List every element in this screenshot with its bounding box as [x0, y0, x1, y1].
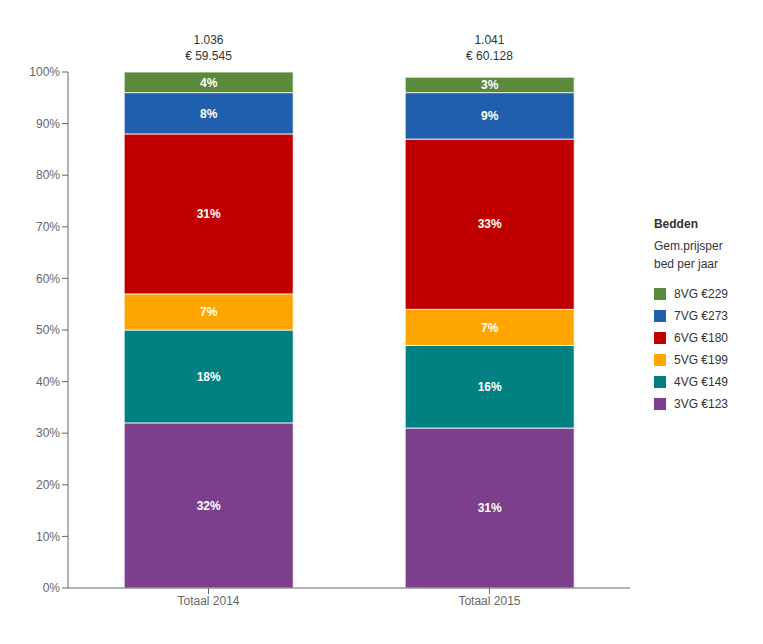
svg-text:Totaal 2015: Totaal 2015 [458, 594, 520, 608]
svg-text:18%: 18% [197, 370, 221, 384]
svg-text:40%: 40% [36, 375, 60, 389]
html-text:8VG €229: 8VG €229 [674, 287, 728, 301]
svg-text:0%: 0% [43, 581, 61, 595]
svg-text:1.041: 1.041 [474, 33, 504, 47]
svg-text:3%: 3% [481, 78, 499, 92]
svg-text:100%: 100% [29, 65, 60, 79]
svg-text:60%: 60% [36, 272, 60, 286]
html-text:5VG €199: 5VG €199 [674, 353, 728, 367]
svg-text:7%: 7% [200, 305, 218, 319]
html-text:7VG €273: 7VG €273 [674, 309, 728, 323]
svg-text:90%: 90% [36, 117, 60, 131]
svg-text:4%: 4% [200, 76, 218, 90]
svg-text:20%: 20% [36, 478, 60, 492]
svg-text:Totaal 2014: Totaal 2014 [177, 594, 239, 608]
svg-text:€ 59.545: € 59.545 [185, 49, 232, 63]
svg-text:8%: 8% [200, 107, 218, 121]
svg-text:80%: 80% [36, 168, 60, 182]
svg-text:70%: 70% [36, 220, 60, 234]
svg-text:30%: 30% [36, 426, 60, 440]
svg-text:10%: 10% [36, 530, 60, 544]
svg-text:32%: 32% [197, 499, 221, 513]
svg-text:50%: 50% [36, 323, 60, 337]
html-text:bed per jaar: bed per jaar [654, 257, 718, 271]
svg-text:31%: 31% [197, 207, 221, 221]
svg-text:1.036: 1.036 [193, 33, 223, 47]
svg-text:€ 60.128: € 60.128 [466, 49, 513, 63]
html-text:3VG €123: 3VG €123 [674, 397, 728, 411]
html-text:6VG €180: 6VG €180 [674, 331, 728, 345]
svg-text:16%: 16% [478, 380, 502, 394]
html-text:Bedden: Bedden [654, 217, 698, 231]
svg-text:9%: 9% [481, 109, 499, 123]
svg-text:31%: 31% [478, 501, 502, 515]
svg-text:33%: 33% [478, 217, 502, 231]
svg-text:7%: 7% [481, 321, 499, 335]
html-text:Gem.prijsper: Gem.prijsper [654, 239, 723, 253]
html-text:4VG €149: 4VG €149 [674, 375, 728, 389]
